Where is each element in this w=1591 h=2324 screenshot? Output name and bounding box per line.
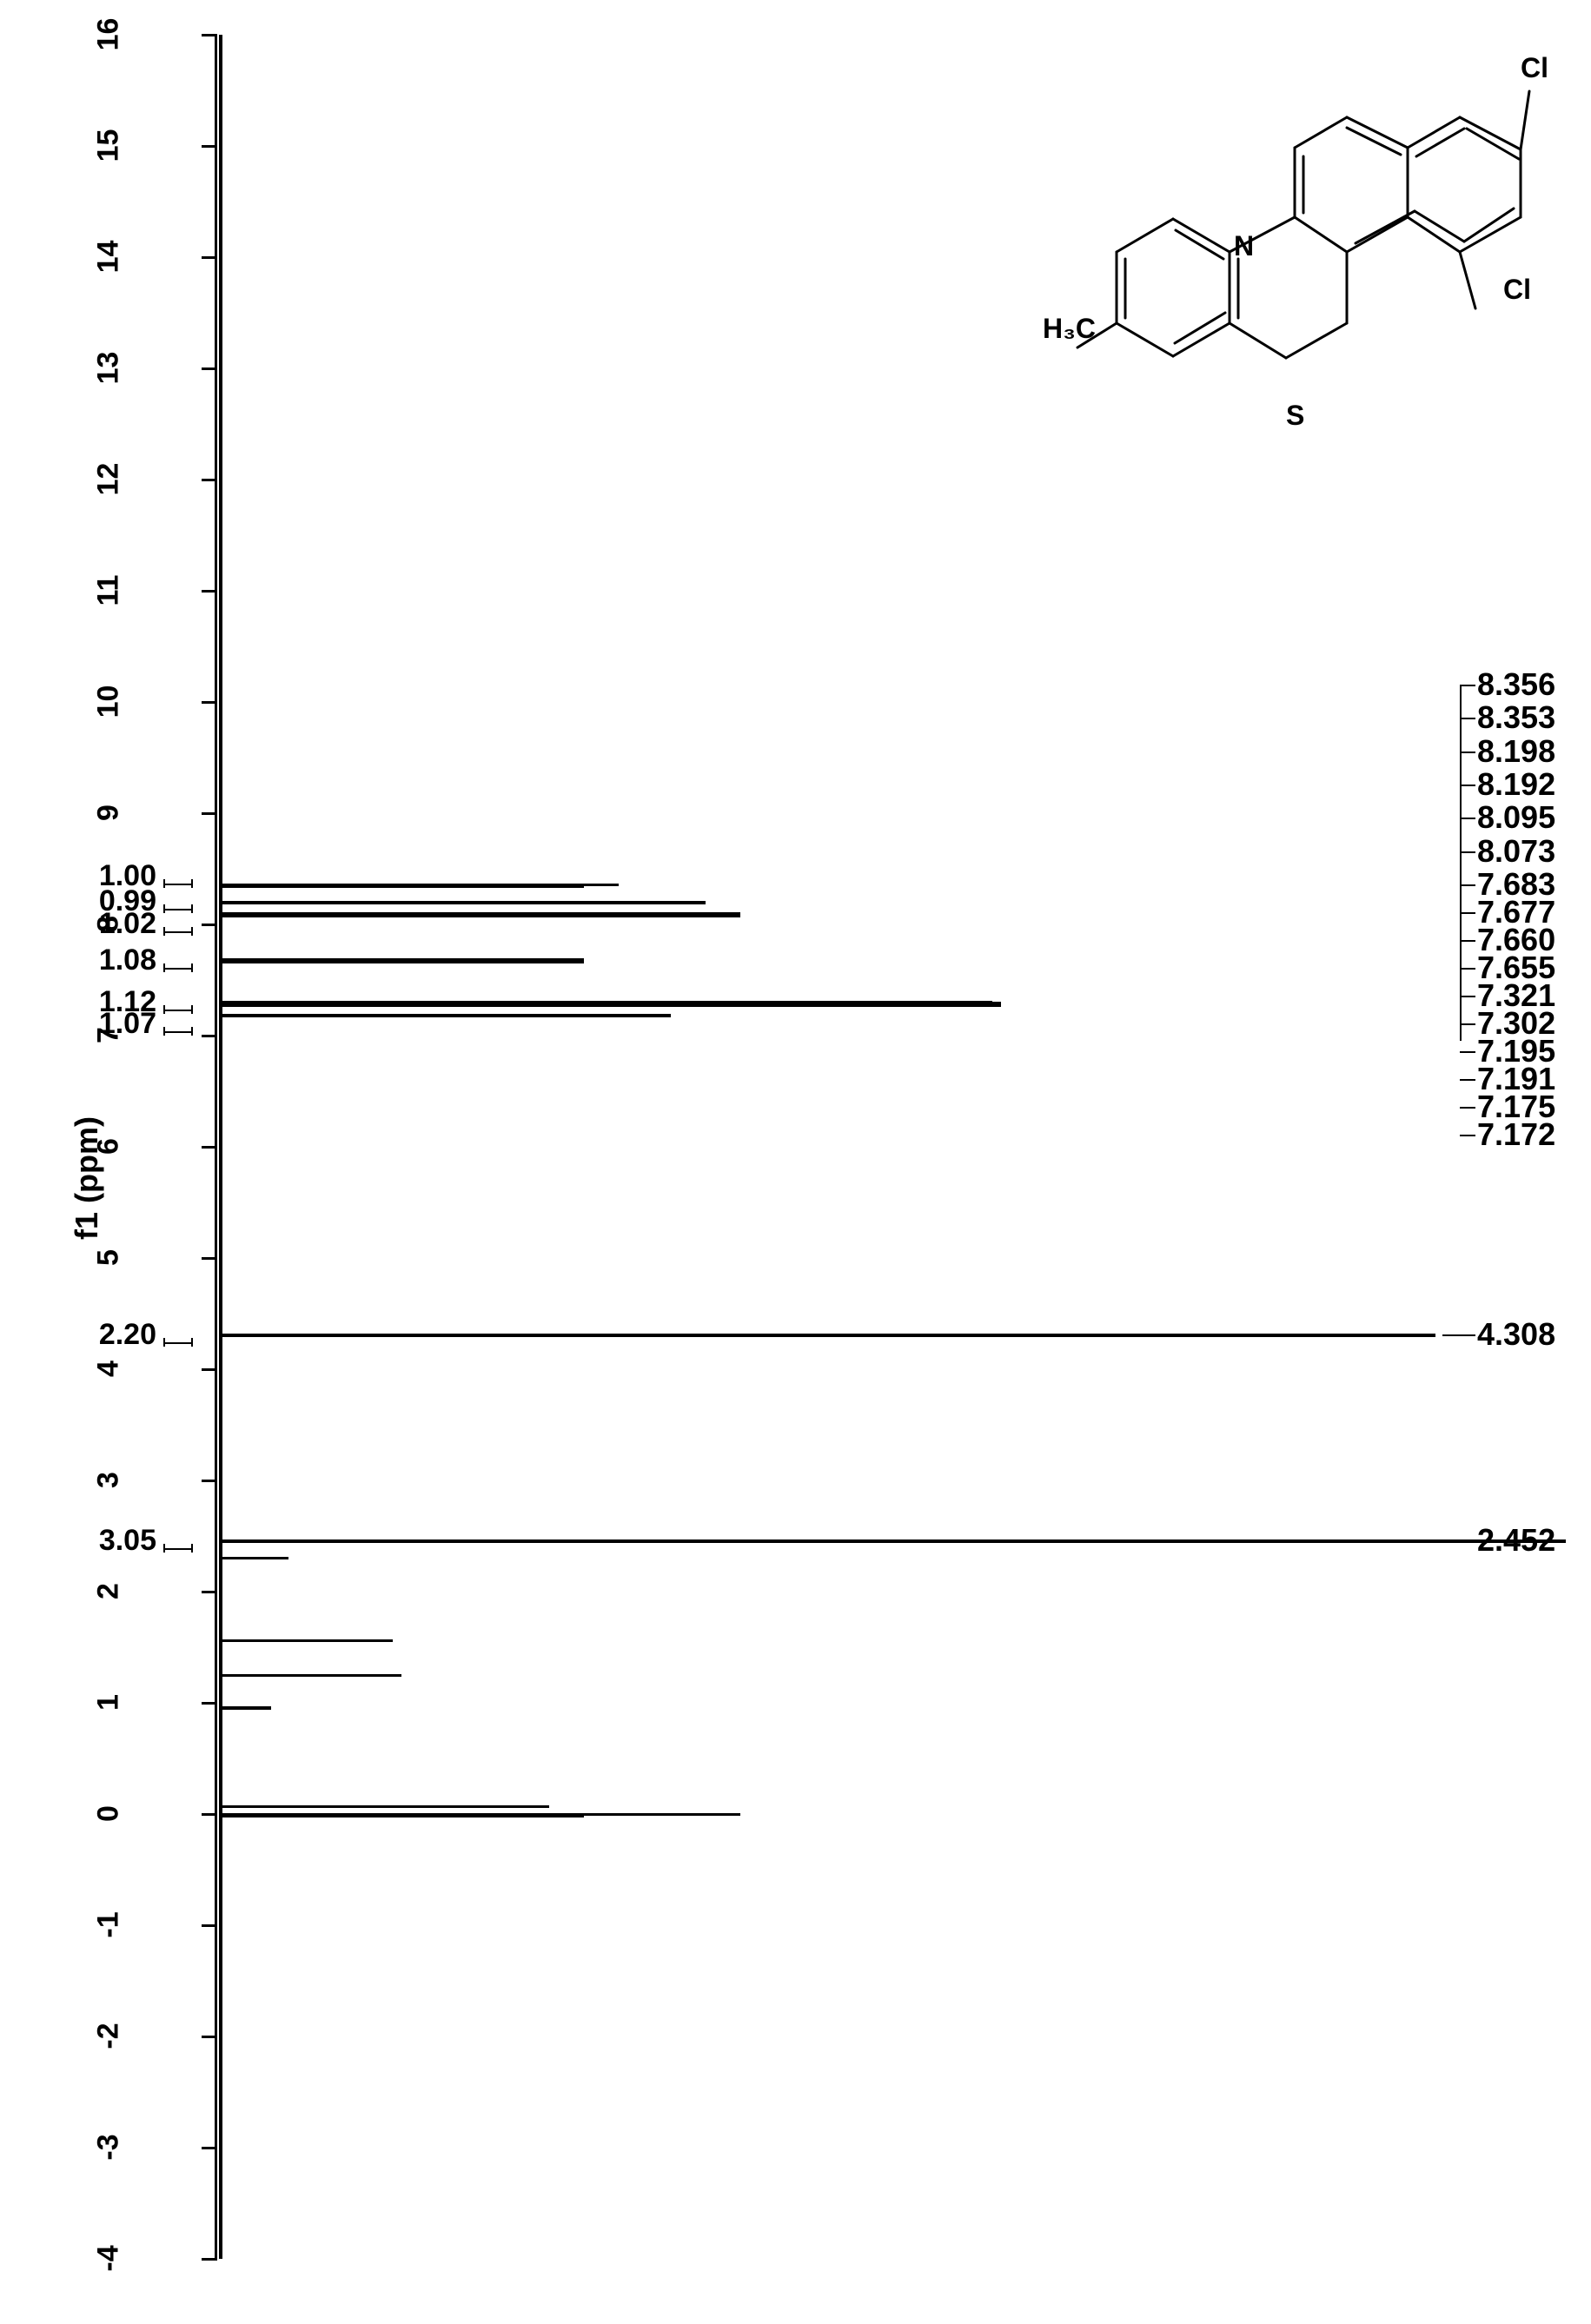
nmr-peak [219, 1674, 401, 1677]
molecule-structure: ClClNSH₃C [1069, 52, 1555, 452]
integration-bracket [163, 996, 193, 1011]
integration-value: 3.05 [70, 1524, 156, 1558]
nmr-peak [219, 1539, 1566, 1543]
peak-bracket [1460, 685, 1462, 1042]
axis-tick [202, 812, 217, 815]
nmr-peak [219, 884, 584, 888]
axis-tick [202, 1480, 217, 1482]
peak-chemical-shift: 8.353 [1477, 699, 1555, 736]
integration-bracket [163, 1534, 193, 1550]
peak-chemical-shift: 8.198 [1477, 733, 1555, 770]
peak-bracket-tick [1460, 1079, 1470, 1081]
axis-tick [202, 1035, 217, 1037]
nmr-peak [219, 902, 706, 904]
axis-tick [202, 590, 217, 593]
nmr-peak [219, 1815, 584, 1817]
axis-tick [202, 1924, 217, 1927]
peak-bracket-tick [1460, 996, 1470, 997]
integration-bracket [163, 917, 193, 933]
peak-bracket-tick [1460, 1107, 1470, 1109]
peak-leader-line [1442, 1334, 1474, 1336]
peak-chemical-shift: 8.356 [1477, 666, 1555, 703]
axis-tick [202, 479, 217, 481]
nmr-peak [219, 961, 584, 963]
peak-bracket-tick [1460, 818, 1470, 819]
axis-tick [202, 367, 217, 370]
peak-bracket-tick [1460, 685, 1470, 686]
peak-bracket-tick [1460, 912, 1470, 914]
molecule-svg [1069, 52, 1555, 452]
peak-chemical-shift: 8.073 [1477, 833, 1555, 870]
axis-tick [202, 256, 217, 259]
axis-tick [202, 34, 217, 36]
nmr-peak [219, 1805, 549, 1808]
peak-bracket-tick [1460, 751, 1470, 753]
peak-chemical-shift: 2.452 [1477, 1522, 1555, 1559]
atom-label: N [1234, 230, 1254, 262]
integration-bracket [163, 1017, 193, 1033]
peak-leader-line [1442, 1540, 1474, 1542]
axis-tick [202, 1702, 217, 1705]
nmr-peak [219, 1334, 1435, 1337]
peak-bracket-tick [1460, 968, 1470, 970]
atom-label: S [1286, 400, 1304, 432]
axis-tick [202, 1591, 217, 1593]
peak-bracket-tick [1460, 1023, 1470, 1025]
peak-bracket-tick [1460, 785, 1470, 786]
axis-tick [202, 924, 217, 926]
axis-tick-label: -4 [92, 2194, 126, 2324]
peak-chemical-shift: 4.308 [1477, 1316, 1555, 1353]
integration-bracket [163, 954, 193, 970]
integration-value: 2.20 [70, 1318, 156, 1352]
peak-bracket-tick [1460, 884, 1470, 886]
atom-label: H₃C [1043, 313, 1096, 345]
nmr-peak [219, 1706, 271, 1710]
integration-bracket [163, 870, 193, 885]
peak-chemical-shift: 8.192 [1477, 766, 1555, 803]
axis-tick [202, 1146, 217, 1149]
axis-tick [202, 145, 217, 148]
nmr-peak [219, 1557, 288, 1559]
peak-bracket-tick [1460, 1135, 1470, 1136]
axis-tick [202, 2147, 217, 2149]
atom-label: Cl [1521, 52, 1548, 84]
peak-bracket-tick [1460, 718, 1470, 719]
atom-label: Cl [1503, 274, 1531, 306]
nmr-peak [219, 915, 740, 917]
axis-tick [202, 1257, 217, 1260]
nmr-peak [219, 1639, 393, 1642]
spectrum-baseline [219, 35, 222, 2259]
integration-value: 1.07 [70, 1007, 156, 1041]
peak-chemical-shift: 8.095 [1477, 799, 1555, 836]
integration-value: 1.08 [70, 944, 156, 977]
peak-chemical-shift: 7.172 [1477, 1116, 1555, 1153]
peak-bracket-tick [1460, 1051, 1470, 1053]
axis-tick [202, 2258, 217, 2261]
integration-bracket [163, 895, 193, 910]
nmr-peak [219, 1002, 1001, 1007]
integration-bracket [163, 1328, 193, 1344]
peak-bracket-tick [1460, 940, 1470, 942]
peak-bracket-tick [1460, 851, 1470, 853]
axis-tick [202, 1368, 217, 1371]
nmr-peak [219, 1014, 671, 1017]
axis-tick [202, 2036, 217, 2038]
nmr-spectrum-page: f1 (ppm) 161514131211109876543210-1-2-3-… [0, 0, 1591, 2288]
axis-tick [202, 1813, 217, 1816]
axis-tick [202, 701, 217, 704]
integration-value: 1.02 [70, 907, 156, 941]
